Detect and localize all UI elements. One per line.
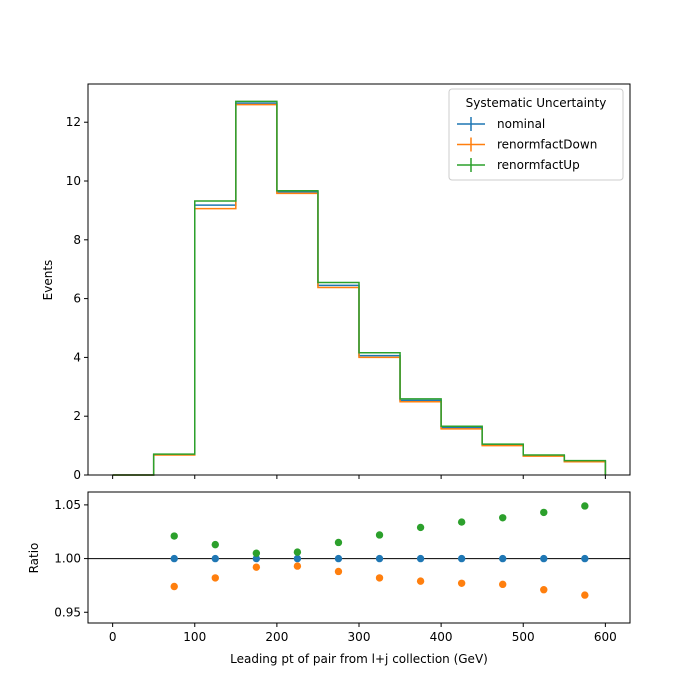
ratio-point-renormfactDown-525 bbox=[540, 586, 548, 594]
x-tick-label-200: 200 bbox=[265, 630, 288, 644]
legend-title: Systematic Uncertainty bbox=[466, 96, 607, 110]
main-y-tick-label-4: 4 bbox=[73, 350, 81, 364]
ratio-point-renormfactDown-375 bbox=[416, 577, 425, 585]
ratio-y-tick-label-0.95: 0.95 bbox=[54, 605, 81, 619]
ratio-point-renormfactUp-225 bbox=[293, 548, 302, 556]
ratio-point-renormfactUp-575 bbox=[581, 502, 589, 510]
x-tick-label-100: 100 bbox=[183, 630, 206, 644]
legend-label-nominal: nominal bbox=[497, 117, 545, 131]
main-y-ticks: 0 2 4 6 8 10 12 bbox=[66, 115, 88, 482]
ratio-y-tick-label-1.05: 1.05 bbox=[54, 498, 81, 512]
legend-label-renormfactUp: renormfactUp bbox=[497, 158, 580, 172]
ratio-point-renormfactUp-425 bbox=[457, 518, 466, 526]
ratio-point-nominal-75 bbox=[170, 554, 178, 563]
legend-entry-renormfactDown: renormfactDown bbox=[457, 137, 597, 152]
main-y-tick-label-6: 6 bbox=[73, 292, 81, 306]
main-y-tick-label-10: 10 bbox=[66, 174, 81, 188]
ratio-point-nominal-425 bbox=[457, 554, 466, 563]
ratio-point-nominal-325 bbox=[375, 554, 384, 563]
ratio-point-nominal-375 bbox=[416, 554, 425, 563]
ratio-point-nominal-225 bbox=[293, 554, 302, 563]
legend-box bbox=[448, 88, 624, 181]
ratio-point-renormfactUp-75 bbox=[170, 532, 178, 540]
ratio-point-renormfactUp-525 bbox=[540, 508, 548, 517]
series-renormfactUp-step-line bbox=[112, 100, 607, 476]
legend-entry-nominal: nominal bbox=[457, 117, 545, 131]
ratio-point-nominal-525 bbox=[540, 554, 548, 563]
ratio-point-renormfactDown-425 bbox=[457, 579, 466, 587]
main-y-tick-label-12: 12 bbox=[66, 115, 81, 129]
ratio-point-renormfactDown-475 bbox=[499, 580, 507, 589]
main-y-tick-label-8: 8 bbox=[73, 233, 81, 247]
ratio-point-renormfactDown-225 bbox=[293, 562, 302, 570]
ratio-point-renormfactDown-125 bbox=[211, 574, 219, 582]
x-tick-label-600: 600 bbox=[594, 630, 617, 644]
legend-label-renormfactDown: renormfactDown bbox=[497, 138, 597, 152]
ratio-point-renormfactDown-75 bbox=[170, 582, 178, 591]
ratio-point-renormfactUp-175 bbox=[252, 549, 261, 557]
main-y-tick-label-0: 0 bbox=[73, 468, 81, 482]
ratio-point-renormfactDown-325 bbox=[375, 574, 384, 582]
ratio-point-renormfactUp-125 bbox=[211, 540, 219, 549]
ratio-point-renormfactUp-375 bbox=[416, 523, 425, 532]
ratio-point-renormfactDown-175 bbox=[252, 563, 261, 571]
ratio-point-nominal-125 bbox=[211, 554, 219, 563]
main-y-axis-label: Events bbox=[41, 260, 55, 301]
ratio-point-renormfactUp-475 bbox=[499, 514, 507, 522]
x-axis-label: Leading pt of pair from l+j collection (… bbox=[230, 652, 488, 666]
ratio-point-renormfactDown-275 bbox=[334, 567, 343, 576]
ratio-y-axis-label: Ratio bbox=[27, 543, 41, 574]
main-x-ticks bbox=[112, 475, 606, 479]
ratio-point-nominal-175 bbox=[252, 554, 261, 563]
ratio-point-nominal-575 bbox=[581, 554, 589, 563]
ratio-point-renormfactUp-325 bbox=[375, 531, 384, 539]
ratio-x-ticks: 0 100 200 300 400 500 600 bbox=[109, 623, 617, 644]
x-tick-label-0: 0 bbox=[109, 630, 117, 644]
ratio-point-renormfactDown-575 bbox=[581, 591, 589, 599]
ratio-panel: 0 100 200 300 400 500 600 0.95 1.00 1.05 Ratio L… bbox=[27, 491, 631, 666]
legend-entry-renormfactUp: renormfactUp bbox=[457, 158, 580, 172]
legend-entries: nominal renormfactDown renormfactUp bbox=[457, 117, 597, 172]
main-y-tick-label-2: 2 bbox=[73, 409, 81, 423]
ratio-y-ticks: 0.95 1.00 1.05 bbox=[54, 498, 88, 619]
x-tick-label-400: 400 bbox=[430, 630, 453, 644]
legend: Systematic Uncertainty nominal renormfact… bbox=[448, 88, 624, 181]
ratio-point-nominal-475 bbox=[499, 554, 507, 563]
ratio-point-renormfactUp-275 bbox=[334, 538, 343, 547]
main-series-layer bbox=[112, 100, 607, 476]
ratio-y-tick-label-1.00: 1.00 bbox=[54, 552, 81, 566]
x-tick-label-500: 500 bbox=[512, 630, 535, 644]
ratio-series-layer bbox=[170, 502, 589, 599]
main-panel: 0 2 4 6 8 10 12 Events Systematic Uncertainty … bbox=[41, 83, 631, 482]
x-tick-label-300: 300 bbox=[348, 630, 371, 644]
ratio-point-nominal-275 bbox=[334, 554, 343, 563]
